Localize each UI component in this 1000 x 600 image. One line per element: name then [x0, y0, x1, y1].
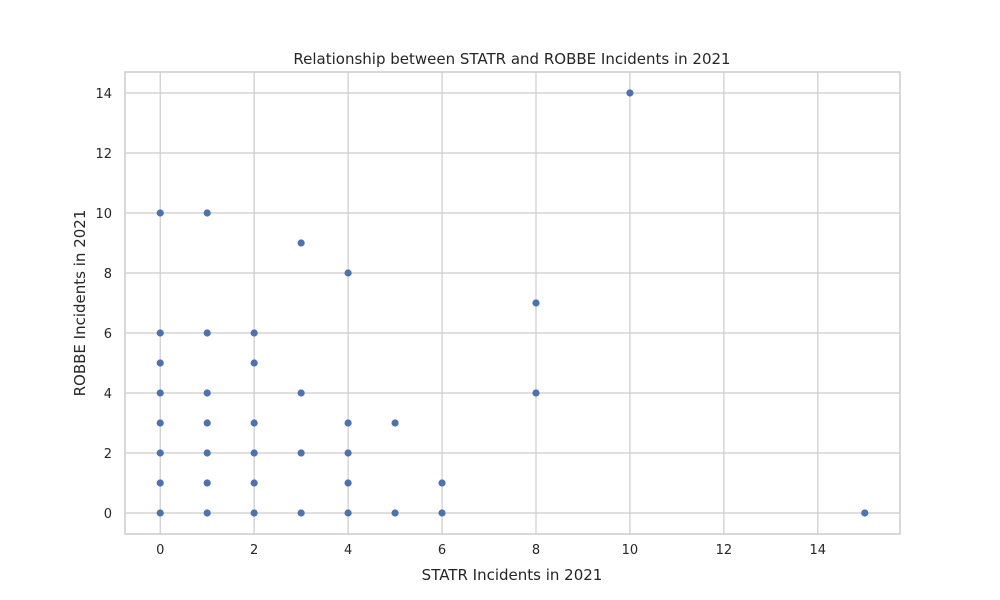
data-point [391, 509, 399, 517]
data-point [156, 389, 164, 397]
data-point [344, 479, 352, 487]
chart-title: Relationship between STATR and ROBBE Inc… [293, 50, 730, 68]
data-point [438, 509, 446, 517]
x-tick-label: 12 [716, 543, 733, 558]
data-point [203, 209, 211, 217]
data-point [156, 509, 164, 517]
data-point [203, 479, 211, 487]
data-point [297, 239, 305, 247]
data-point [203, 389, 211, 397]
data-point [156, 329, 164, 337]
plot-frame [124, 71, 901, 535]
y-tick-label: 4 [104, 387, 112, 402]
data-point [250, 509, 258, 517]
y-axis-label: ROBBE Incidents in 2021 [71, 210, 89, 397]
data-point [156, 449, 164, 457]
point-layer [156, 89, 869, 517]
data-point [156, 359, 164, 367]
data-point [156, 479, 164, 487]
x-tick-label: 14 [810, 543, 827, 558]
data-point [297, 449, 305, 457]
data-point [626, 89, 634, 97]
x-axis-label: STATR Incidents in 2021 [422, 566, 603, 584]
x-tick-label: 10 [622, 543, 639, 558]
data-point [344, 449, 352, 457]
data-point [250, 479, 258, 487]
data-point [344, 269, 352, 277]
x-tick-label: 4 [344, 543, 352, 558]
data-point [203, 509, 211, 517]
data-point [532, 389, 540, 397]
data-point [438, 479, 446, 487]
data-point [250, 359, 258, 367]
y-tick-label: 6 [104, 327, 112, 342]
y-tick-label: 2 [104, 447, 112, 462]
data-point [344, 419, 352, 427]
data-point [250, 329, 258, 337]
x-tick-label: 8 [532, 543, 540, 558]
data-point [203, 449, 211, 457]
data-point [156, 419, 164, 427]
x-tick-label: 0 [156, 543, 164, 558]
data-point [203, 329, 211, 337]
data-point [344, 509, 352, 517]
grid-layer [125, 72, 900, 534]
data-point [297, 389, 305, 397]
data-point [203, 419, 211, 427]
y-tick-label: 12 [95, 147, 112, 162]
data-point [250, 419, 258, 427]
data-point [297, 509, 305, 517]
data-point [391, 419, 399, 427]
x-tick-label: 6 [438, 543, 446, 558]
y-tick-label: 14 [95, 87, 112, 102]
y-tick-label: 0 [104, 507, 112, 522]
x-tick-label: 2 [250, 543, 258, 558]
data-point [532, 299, 540, 307]
data-point [861, 509, 869, 517]
data-point [156, 209, 164, 217]
y-tick-label: 10 [95, 207, 112, 222]
tick-layer: 0 2 4 6 8 10 12 14 0 2 4 6 8 10 12 14 [95, 87, 826, 558]
y-tick-label: 8 [104, 267, 112, 282]
data-point [250, 449, 258, 457]
